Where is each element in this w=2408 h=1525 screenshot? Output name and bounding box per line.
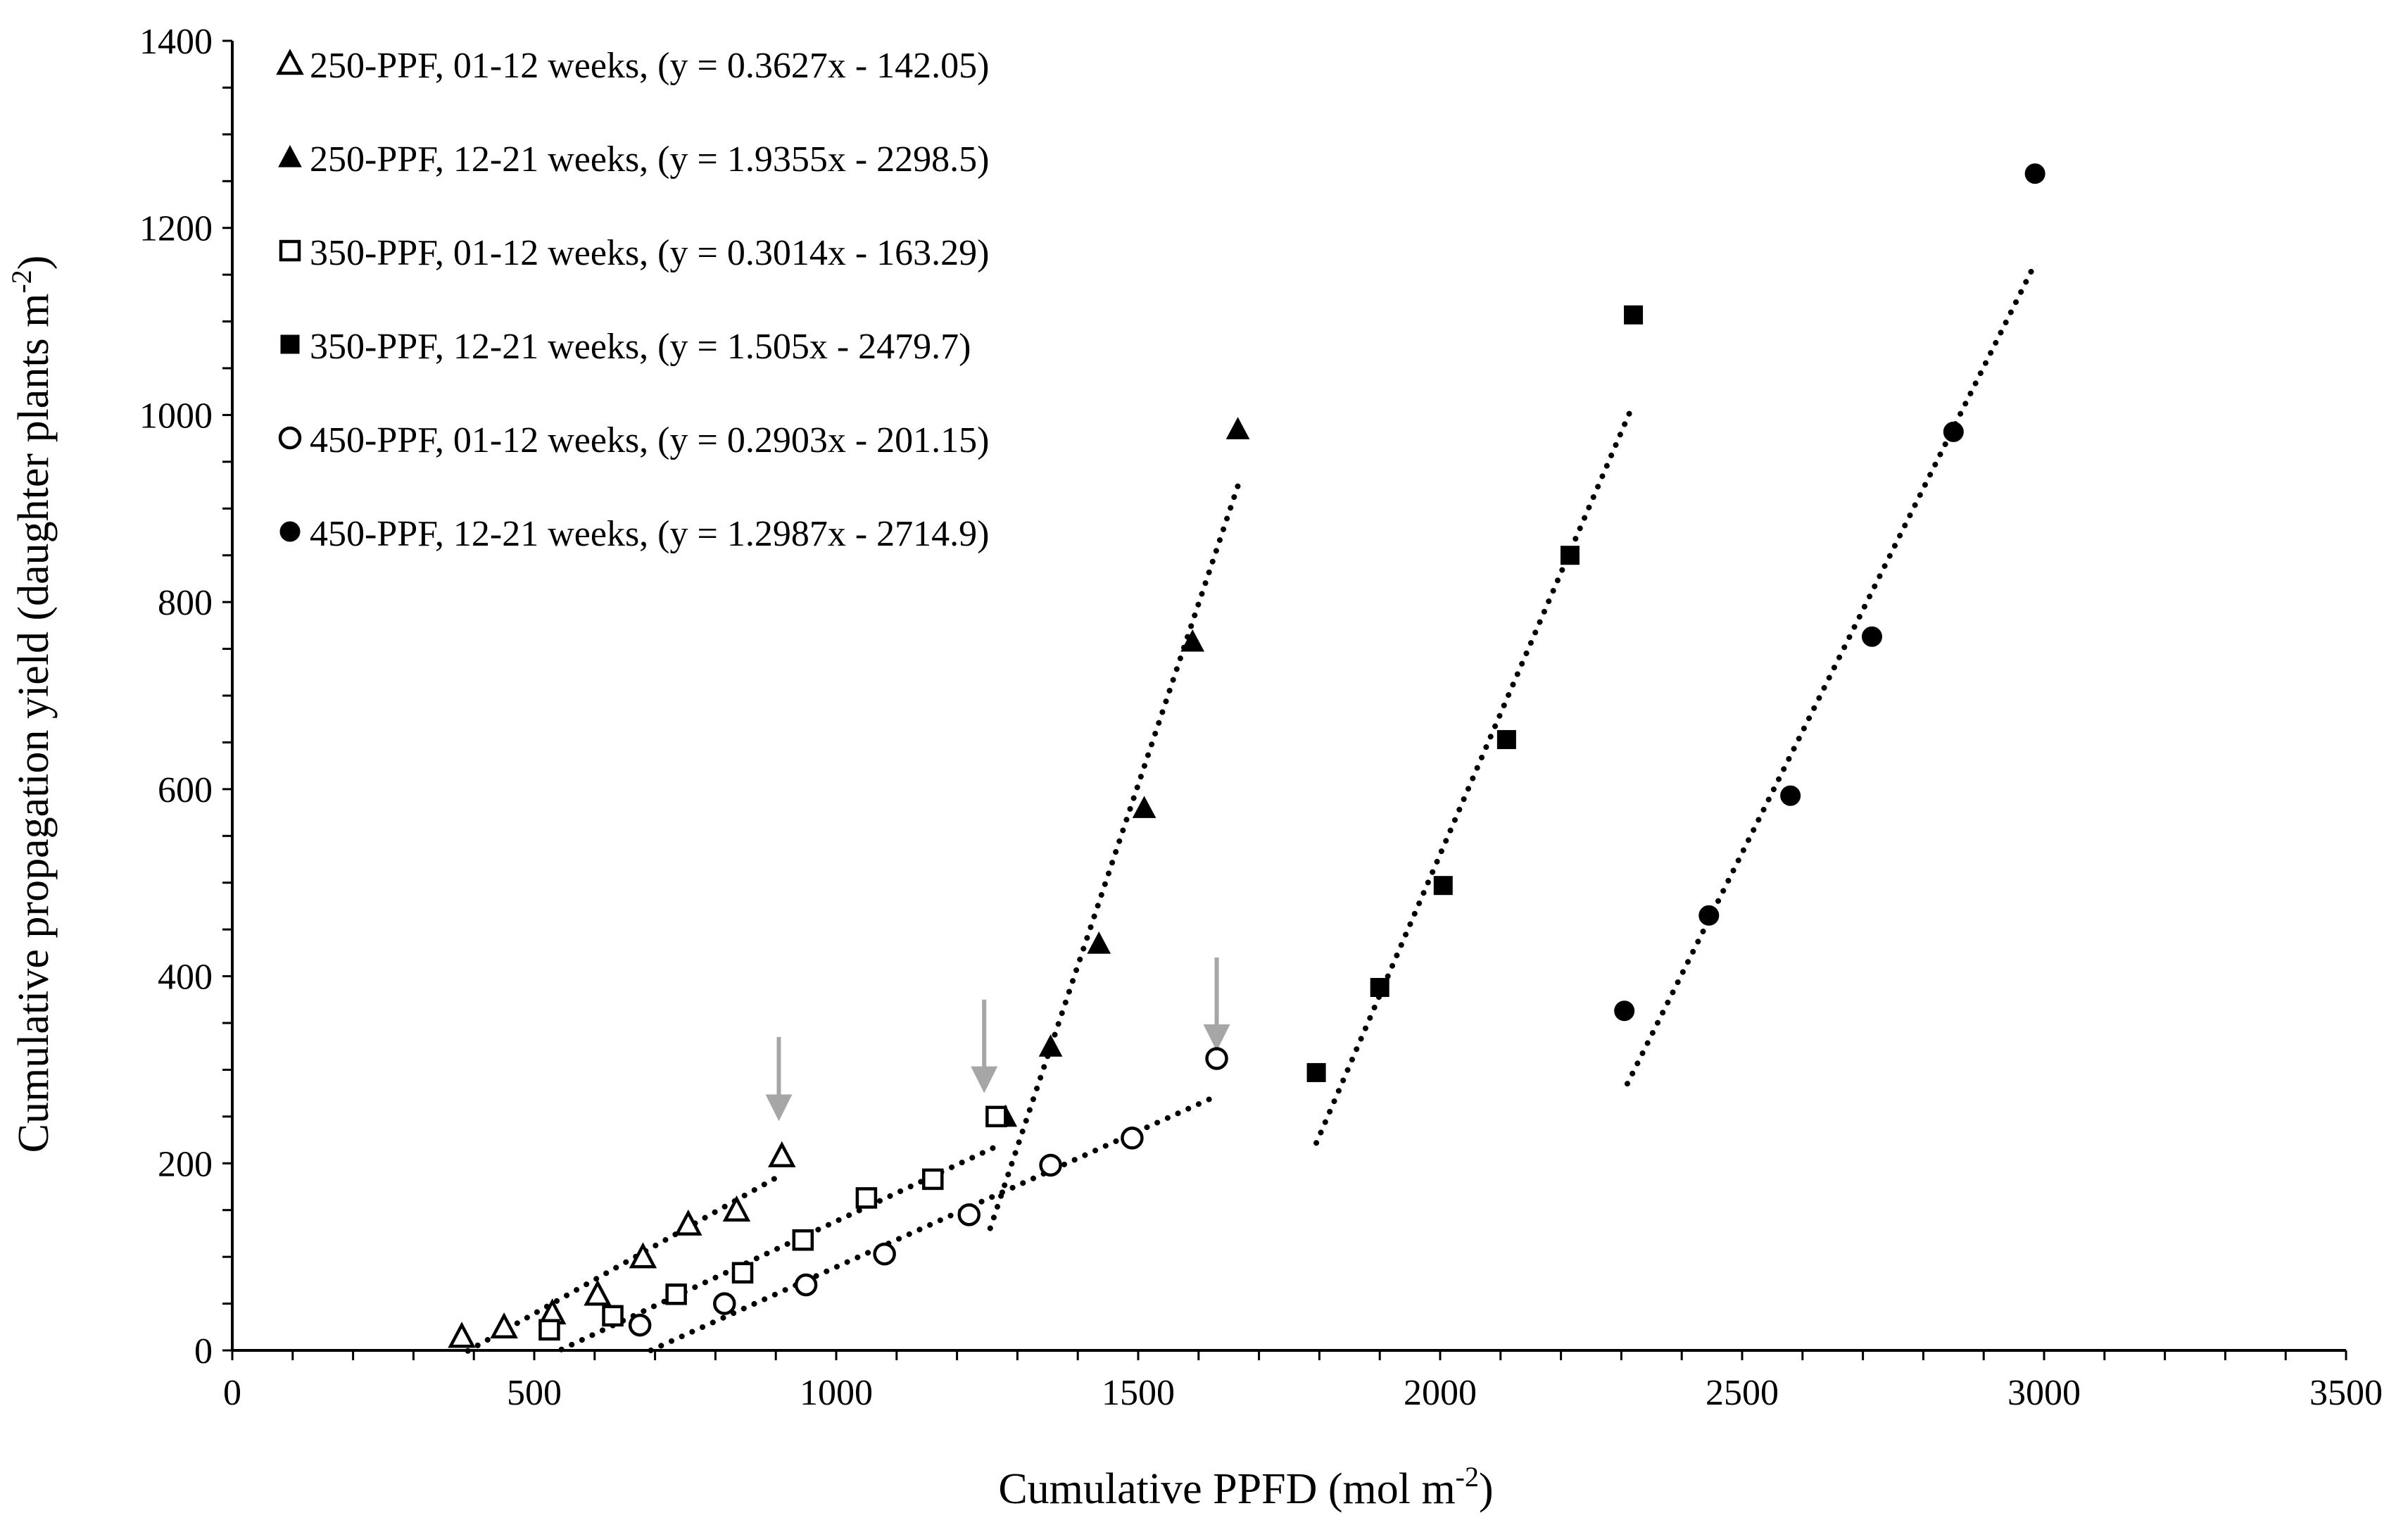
y-tick-label: 400 bbox=[158, 958, 213, 998]
series-2-points bbox=[993, 417, 1250, 1127]
x-tick-label: 1000 bbox=[800, 1373, 873, 1413]
y-tick-label: 800 bbox=[158, 583, 213, 623]
series-4-points bbox=[1306, 305, 1644, 1082]
tick-marks bbox=[222, 39, 2347, 1360]
trendline-series-5 bbox=[648, 1093, 1220, 1353]
data-point bbox=[768, 1141, 796, 1167]
arrow-head bbox=[1203, 1024, 1230, 1051]
legend-marker bbox=[279, 521, 301, 542]
annotation-arrows bbox=[765, 958, 1230, 1122]
data-point bbox=[490, 1312, 518, 1339]
data-point bbox=[448, 1322, 476, 1348]
data-point bbox=[1306, 1062, 1326, 1082]
series-1-points bbox=[448, 1141, 796, 1348]
y-axis-title: Cumulative propagation yield (daughter p… bbox=[6, 256, 58, 1153]
data-point bbox=[602, 1305, 624, 1327]
legend-label: 250-PPF, 12-21 weeks, (y = 1.9355x - 229… bbox=[310, 139, 989, 180]
data-point bbox=[731, 1262, 754, 1284]
x-tick-label: 1500 bbox=[1102, 1373, 1175, 1413]
data-point bbox=[792, 1229, 814, 1251]
legend-label: 250-PPF, 01-12 weeks, (y = 0.3627x - 142… bbox=[310, 46, 989, 86]
data-point bbox=[1225, 417, 1250, 439]
legend-entry-6: 450-PPF, 12-21 weeks, (y = 1.2987x - 271… bbox=[279, 514, 989, 554]
annotation-arrow-3 bbox=[1203, 958, 1230, 1051]
data-point bbox=[985, 1105, 1007, 1128]
data-point bbox=[1205, 1047, 1228, 1070]
legend-entry-5: 450-PPF, 01-12 weeks, (y = 0.2903x - 201… bbox=[278, 420, 989, 460]
arrow-head bbox=[971, 1066, 998, 1093]
series-3-points bbox=[538, 1105, 1007, 1341]
annotation-arrow-1 bbox=[765, 1036, 793, 1122]
x-tick-label: 3000 bbox=[2007, 1373, 2081, 1413]
data-points bbox=[448, 163, 2045, 1348]
data-point bbox=[922, 1168, 944, 1191]
data-point bbox=[674, 1209, 702, 1236]
data-point bbox=[2024, 163, 2045, 184]
arrow-head bbox=[765, 1094, 793, 1122]
data-point bbox=[1698, 905, 1720, 926]
data-point bbox=[1370, 978, 1389, 998]
data-point bbox=[957, 1203, 981, 1226]
trendline-series-1 bbox=[465, 1173, 782, 1354]
legend-marker bbox=[280, 334, 300, 354]
data-point bbox=[538, 1319, 560, 1341]
data-point bbox=[1614, 1000, 1635, 1022]
data-point bbox=[584, 1279, 612, 1306]
x-tick-label: 2500 bbox=[1706, 1373, 1779, 1413]
x-tick-label: 500 bbox=[507, 1373, 562, 1413]
data-point bbox=[665, 1284, 687, 1305]
legend-marker bbox=[278, 144, 302, 168]
trendline-series-2 bbox=[987, 483, 1241, 1231]
legend-marker bbox=[279, 239, 301, 262]
data-point bbox=[1780, 785, 1801, 806]
data-point bbox=[1132, 796, 1156, 818]
data-point bbox=[628, 1313, 652, 1337]
data-point bbox=[1039, 1153, 1062, 1177]
y-tick-label: 1400 bbox=[139, 22, 213, 62]
data-point bbox=[873, 1242, 896, 1266]
legend-label: 450-PPF, 12-21 weeks, (y = 1.2987x - 271… bbox=[310, 514, 989, 554]
legend-entry-3: 350-PPF, 01-12 weeks, (y = 0.3014x - 163… bbox=[279, 233, 989, 273]
x-axis-title: Cumulative PPFD (mol m-2) bbox=[998, 1461, 1493, 1513]
data-point bbox=[1121, 1127, 1144, 1150]
data-point bbox=[1087, 931, 1111, 954]
x-tick-label: 2000 bbox=[1404, 1373, 1477, 1413]
y-tick-label: 1200 bbox=[139, 209, 213, 249]
x-tick-label: 0 bbox=[223, 1373, 241, 1413]
series-6-points bbox=[1614, 163, 2045, 1022]
series-5-points bbox=[628, 1047, 1228, 1337]
data-point bbox=[1861, 626, 1882, 647]
data-point bbox=[1433, 876, 1453, 896]
legend-marker bbox=[278, 426, 302, 450]
trendline-series-6 bbox=[1624, 261, 2038, 1087]
data-point bbox=[1180, 629, 1205, 652]
legend-entry-4: 350-PPF, 12-21 weeks, (y = 1.505x - 2479… bbox=[280, 327, 971, 367]
data-point bbox=[1943, 421, 1964, 442]
data-point bbox=[1624, 305, 1644, 325]
y-tick-label: 600 bbox=[158, 770, 213, 810]
legend-marker bbox=[276, 49, 304, 75]
legend-entry-2: 250-PPF, 12-21 weeks, (y = 1.9355x - 229… bbox=[278, 139, 989, 180]
tick-labels: 0 500 1000 1500 2000 2500 3000 3500 0 200 400 600 80… bbox=[139, 22, 2383, 1413]
data-point bbox=[722, 1195, 751, 1222]
legend-entry-1: 250-PPF, 01-12 weeks, (y = 0.3627x - 142… bbox=[276, 46, 989, 86]
y-tick-label: 200 bbox=[158, 1144, 213, 1184]
data-point bbox=[713, 1292, 736, 1315]
data-point bbox=[1038, 1034, 1063, 1057]
data-point bbox=[794, 1273, 818, 1297]
y-tick-label: 0 bbox=[194, 1331, 213, 1372]
legend-label: 350-PPF, 01-12 weeks, (y = 0.3014x - 163… bbox=[310, 233, 989, 273]
data-point bbox=[855, 1187, 878, 1209]
data-point bbox=[1560, 546, 1580, 565]
x-tick-label: 3500 bbox=[2309, 1373, 2383, 1413]
legend-label: 350-PPF, 12-21 weeks, (y = 1.505x - 2479… bbox=[310, 327, 971, 367]
data-point bbox=[1496, 729, 1516, 749]
legend-label: 450-PPF, 01-12 weeks, (y = 0.2903x - 201… bbox=[310, 420, 989, 460]
y-tick-label: 1000 bbox=[139, 396, 213, 436]
legend: 250-PPF, 01-12 weeks, (y = 0.3627x - 142… bbox=[276, 46, 989, 554]
annotation-arrow-2 bbox=[971, 999, 998, 1093]
trendline-series-4 bbox=[1313, 401, 1637, 1146]
data-point bbox=[629, 1242, 657, 1269]
